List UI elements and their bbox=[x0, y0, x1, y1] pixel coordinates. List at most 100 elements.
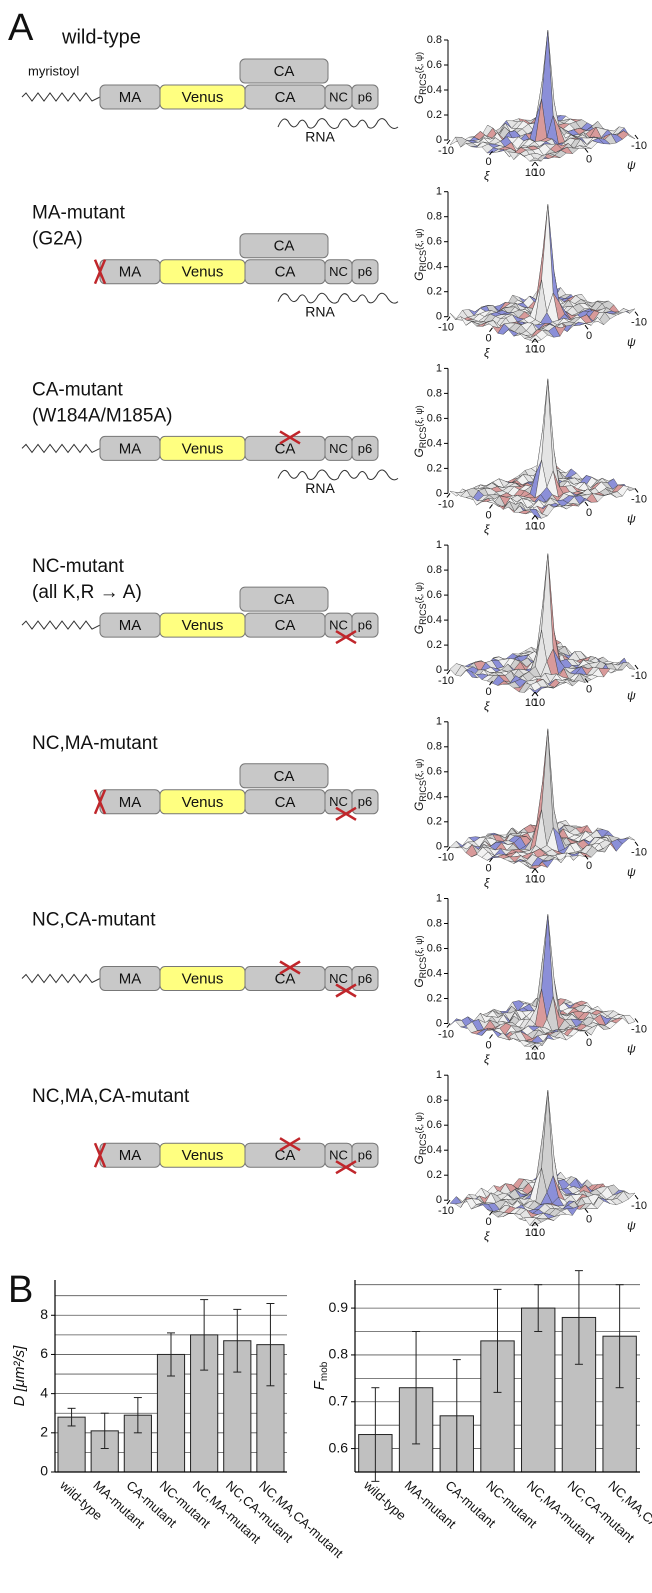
y-label-main: F bbox=[311, 1380, 328, 1390]
xi-tick-label: -10 bbox=[438, 498, 454, 510]
psi-tick bbox=[534, 161, 539, 167]
mutation-cross bbox=[335, 806, 357, 821]
domain-label: NC bbox=[329, 1148, 348, 1163]
psi-tick bbox=[634, 134, 639, 140]
z-label-args: (ξ, ψ) bbox=[414, 1112, 424, 1133]
z-tick-label: 0.4 bbox=[427, 437, 442, 449]
y-tick-label: 0.8 bbox=[329, 1346, 349, 1362]
construct-name: NC-mutant bbox=[32, 556, 125, 577]
y-axis-label: D [μm²/s] bbox=[11, 1345, 28, 1407]
domain-label: NC bbox=[329, 264, 348, 279]
z-tick-label: 0.4 bbox=[427, 791, 442, 803]
xi-tick-label: 0 bbox=[485, 863, 491, 875]
z-tick-label: 1 bbox=[436, 716, 442, 728]
z-tick-label: 0.2 bbox=[427, 816, 442, 828]
psi-tick-label: 10 bbox=[533, 874, 545, 886]
domain bbox=[239, 586, 329, 612]
z-label-args: (ξ, ψ) bbox=[414, 759, 424, 780]
construct-name: (G2A) bbox=[32, 229, 83, 250]
domain-label: p6 bbox=[358, 89, 372, 104]
z-label-main: G bbox=[412, 95, 426, 104]
y-tick-label: 0.6 bbox=[329, 1439, 349, 1455]
y-tick-label: 0 bbox=[40, 1463, 48, 1479]
z-tick-label: 0.4 bbox=[427, 84, 442, 96]
psi-tick bbox=[634, 311, 639, 317]
x-tick-label: wild-type bbox=[360, 1477, 409, 1523]
z-tick-label: 0.8 bbox=[427, 387, 442, 399]
z-tick-label: 0.2 bbox=[427, 109, 442, 121]
z-tick-label: 0.4 bbox=[427, 261, 442, 273]
z-label-sub: RICS bbox=[418, 780, 428, 802]
domain bbox=[351, 84, 379, 110]
xi-tick bbox=[489, 1034, 493, 1039]
myristoyl-chain bbox=[21, 443, 101, 454]
xi-tick bbox=[531, 161, 536, 167]
rna-label: RNA bbox=[305, 480, 335, 496]
mutation-cross bbox=[93, 259, 107, 285]
domain-label: Venus bbox=[182, 794, 224, 811]
z-label-main: G bbox=[412, 802, 426, 811]
domain bbox=[239, 233, 329, 259]
z-tick-label: 0.8 bbox=[427, 564, 442, 576]
construct-name: (W184A/M185A) bbox=[32, 405, 172, 426]
z-tick-label: 0.2 bbox=[427, 1169, 442, 1181]
z-tick-label: 0.6 bbox=[427, 942, 442, 954]
z-label-main: G bbox=[412, 625, 426, 634]
xi-tick bbox=[446, 493, 451, 498]
z-tick-label: 0.4 bbox=[427, 614, 442, 626]
z-tick-label: 0.8 bbox=[427, 34, 442, 46]
mutation-cross bbox=[279, 960, 301, 975]
domain bbox=[351, 1142, 379, 1168]
xi-tick-label: 10 bbox=[525, 1227, 537, 1239]
xi-tick-label: 10 bbox=[525, 344, 537, 356]
rna-strand bbox=[277, 469, 399, 481]
surface-patch bbox=[616, 308, 630, 314]
psi-tick-label: 10 bbox=[533, 697, 545, 709]
surface-patch bbox=[529, 508, 542, 519]
psi-tick bbox=[634, 488, 639, 493]
surface-patch bbox=[560, 505, 573, 510]
psi-label: ψ bbox=[627, 512, 636, 526]
z-axis-label: GRICS(ξ, ψ) bbox=[412, 405, 428, 457]
psi-tick-label: -10 bbox=[631, 140, 647, 152]
psi-tick-label: 0 bbox=[586, 860, 592, 872]
z-label-sub: RICS bbox=[418, 427, 428, 449]
z-label-sub: RICS bbox=[418, 1133, 428, 1155]
z-label-sub: RICS bbox=[418, 250, 428, 272]
z-tick-label: 0.2 bbox=[427, 462, 442, 474]
xi-tick-label: -10 bbox=[438, 852, 454, 864]
xi-tick-label: 0 bbox=[485, 156, 491, 168]
z-label-main: G bbox=[412, 448, 426, 457]
psi-tick-label: -10 bbox=[631, 493, 647, 505]
z-label-args: (ξ, ψ) bbox=[414, 52, 424, 73]
bar bbox=[521, 1307, 556, 1473]
psi-label: ψ bbox=[627, 1218, 636, 1232]
psi-tick-label: -10 bbox=[631, 1023, 647, 1035]
psi-tick bbox=[584, 501, 589, 507]
z-label-main: G bbox=[412, 1155, 426, 1164]
psi-tick-label: 10 bbox=[533, 1227, 545, 1239]
domain-label: CA bbox=[275, 794, 296, 811]
domain-label: MA bbox=[119, 617, 142, 634]
xi-tick bbox=[531, 691, 536, 697]
construct-name: (all K,R → A) bbox=[32, 582, 142, 603]
psi-tick bbox=[634, 1194, 639, 1200]
psi-tick-label: 0 bbox=[586, 153, 592, 165]
domain bbox=[351, 966, 379, 991]
construct-name: MA-mutant bbox=[32, 203, 126, 224]
xi-tick bbox=[531, 1221, 536, 1227]
rna-strand bbox=[277, 292, 399, 304]
xi-label: ξ bbox=[484, 1229, 490, 1243]
domain-label: CA bbox=[275, 440, 296, 457]
construct-name: NC,MA-mutant bbox=[32, 733, 158, 754]
xi-tick-label: 0 bbox=[485, 333, 491, 345]
psi-tick bbox=[584, 1208, 589, 1213]
z-tick-label: 0 bbox=[436, 841, 442, 853]
psi-tick-label: -10 bbox=[631, 1200, 647, 1212]
domain-label: CA bbox=[275, 89, 296, 106]
domain-label: p6 bbox=[358, 794, 372, 809]
xi-label: ξ bbox=[484, 169, 490, 183]
psi-tick bbox=[534, 1221, 539, 1227]
domain-label: NC bbox=[329, 971, 348, 986]
z-axis-label: GRICS(ξ, ψ) bbox=[412, 52, 428, 104]
